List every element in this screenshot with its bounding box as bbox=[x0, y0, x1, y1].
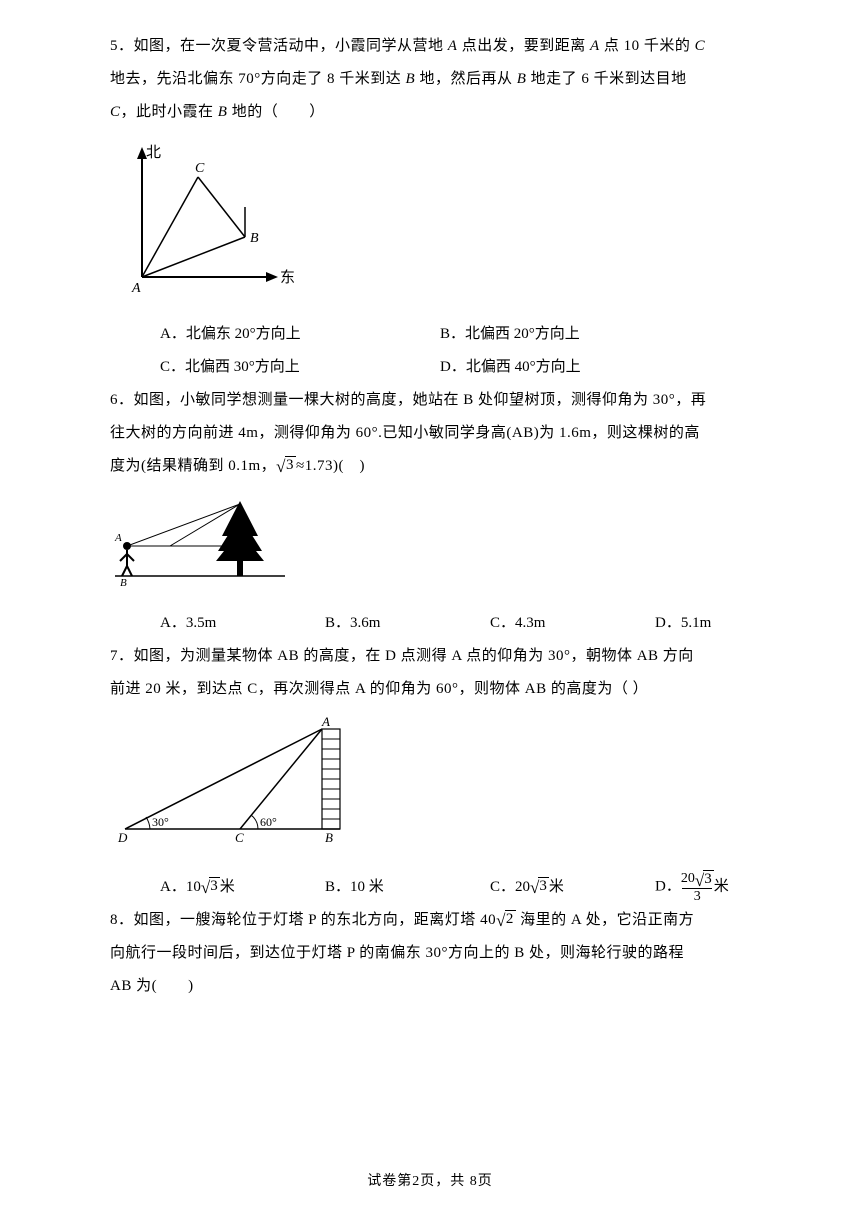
q6-text-l2: 往大树的方向前进 4m，测得仰角为 60°.已知小敏同学身高(AB)为 1.6m… bbox=[110, 417, 750, 450]
svg-text:A: A bbox=[321, 714, 330, 729]
q6-opt-b: B．3.6m bbox=[325, 607, 475, 640]
svg-text:C: C bbox=[235, 830, 244, 845]
svg-text:D: D bbox=[117, 830, 128, 845]
q7-opt-a: A．10√3米 bbox=[160, 871, 310, 904]
svg-text:C: C bbox=[195, 161, 205, 176]
q5-figure: 北 东 A B C bbox=[110, 137, 750, 310]
q5-opt-b: B．北偏西 20°方向上 bbox=[440, 318, 750, 351]
svg-text:60°: 60° bbox=[260, 815, 277, 829]
sqrt2-icon: √2 bbox=[496, 910, 516, 927]
svg-text:A: A bbox=[131, 281, 141, 296]
page-footer: 试卷第2页，共 8页 bbox=[0, 1167, 860, 1198]
q8-text-l2: 向航行一段时间后，到达位于灯塔 P 的南偏东 30°方向上的 B 处，则海轮行驶… bbox=[110, 937, 750, 970]
q8-text-l3: AB 为( ) bbox=[110, 970, 750, 1003]
svg-text:B: B bbox=[250, 231, 259, 246]
q7-figure: 30° 60° A D C B bbox=[110, 714, 750, 862]
svg-text:A: A bbox=[114, 532, 122, 544]
sqrt3-icon: √3 bbox=[276, 456, 296, 473]
q6-number: 6． bbox=[110, 392, 134, 408]
svg-text:B: B bbox=[120, 577, 127, 586]
q7-opt-c: C．20√3米 bbox=[490, 871, 640, 904]
svg-text:北: 北 bbox=[146, 144, 161, 161]
q5-opt-a: A．北偏东 20°方向上 bbox=[160, 318, 440, 351]
q7-options: A．10√3米 B．10 米 C．20√3米 D．20√33米 bbox=[110, 870, 750, 904]
q5-number: 5． bbox=[110, 38, 134, 54]
svg-text:30°: 30° bbox=[152, 815, 169, 829]
q5-opt-c: C．北偏西 30°方向上 bbox=[160, 351, 440, 384]
q6-text-l3: 度为(结果精确到 0.1m，√3≈1.73)( ) bbox=[110, 450, 750, 483]
q7-opt-b: B．10 米 bbox=[325, 871, 475, 904]
q5-options-row2: C．北偏西 30°方向上 D．北偏西 40°方向上 bbox=[110, 351, 750, 384]
q5-text-l2: 地去，先沿北偏东 70°方向走了 8 千米到达 B 地，然后再从 B 地走了 6… bbox=[110, 63, 750, 96]
q8-number: 8． bbox=[110, 912, 134, 928]
q6-opt-c: C．4.3m bbox=[490, 607, 640, 640]
q8-text-l1: 8．如图，一艘海轮位于灯塔 P 的东北方向，距离灯塔 40√2 海里的 A 处，… bbox=[110, 904, 750, 937]
svg-text:东: 东 bbox=[280, 269, 295, 286]
q7-opt-d: D．20√33米 bbox=[655, 870, 805, 904]
svg-text:B: B bbox=[325, 830, 333, 845]
q6-figure: A B bbox=[110, 491, 750, 599]
q5-text: 5．如图，在一次夏令营活动中，小霞同学从营地 A 点出发，要到距离 A 点 10… bbox=[110, 30, 750, 63]
q7-number: 7． bbox=[110, 648, 134, 664]
q6-text-l1: 6．如图，小敏同学想测量一棵大树的高度，她站在 B 处仰望树顶，测得仰角为 30… bbox=[110, 384, 750, 417]
q5-options-row1: A．北偏东 20°方向上 B．北偏西 20°方向上 bbox=[110, 318, 750, 351]
q7-text-l1: 7．如图，为测量某物体 AB 的高度，在 D 点测得 A 点的仰角为 30°，朝… bbox=[110, 640, 750, 673]
q6-options: A．3.5m B．3.6m C．4.3m D．5.1m bbox=[110, 607, 750, 640]
q6-opt-a: A．3.5m bbox=[160, 607, 310, 640]
q5-opt-d: D．北偏西 40°方向上 bbox=[440, 351, 750, 384]
q6-opt-d: D．5.1m bbox=[655, 607, 805, 640]
q5-text-l3: C，此时小霞在 B 地的（ ） bbox=[110, 96, 750, 129]
q7-text-l2: 前进 20 米，到达点 C，再次测得点 A 的仰角为 60°，则物体 AB 的高… bbox=[110, 673, 750, 706]
